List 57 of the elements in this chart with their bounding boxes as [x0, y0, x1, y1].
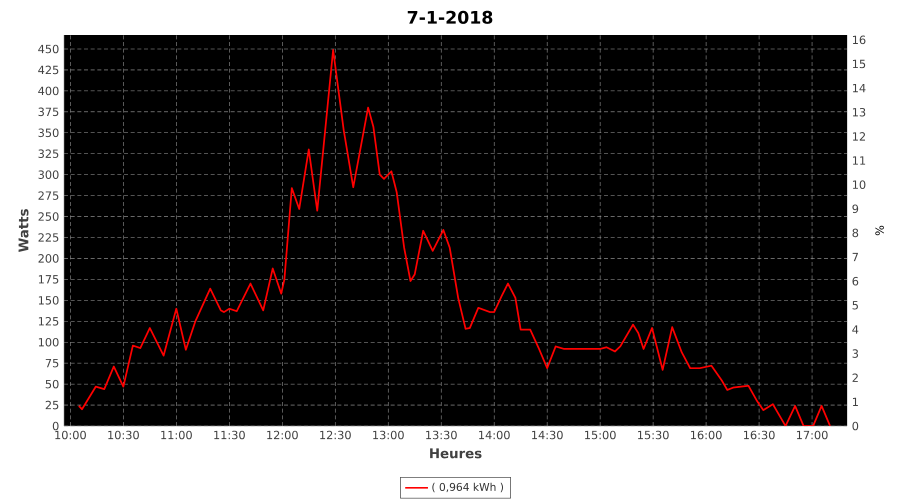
x-tick-label: 15:30	[638, 430, 669, 440]
x-tick-label: 13:30	[426, 430, 457, 440]
y-tick-label: 125	[38, 316, 58, 326]
y-tick-label: 175	[38, 275, 58, 284]
y2-tick-label: 4	[852, 325, 858, 334]
y2-tick-label: 8	[852, 228, 858, 238]
y2-tick-label: 9	[852, 204, 858, 214]
y-tick-label: 425	[38, 66, 58, 74]
x-tick-label: 10:00	[55, 430, 86, 440]
y2-tick-label: 1	[852, 398, 858, 406]
y2-tick-label: 15	[852, 60, 866, 68]
y-tick-label: 375	[38, 108, 58, 116]
y-axis-title: Watts	[18, 209, 28, 252]
y2-tick-label: 7	[852, 252, 858, 262]
y2-tick-label: 3	[852, 349, 858, 358]
y-tick-label: 200	[38, 254, 59, 263]
x-tick-label: 12:00	[267, 430, 298, 440]
y2-tick-label: 2	[852, 374, 858, 382]
y2-tick-label: 5	[852, 301, 858, 310]
chart-title: 7-1-2018	[408, 10, 492, 24]
x-tick-label: 14:30	[532, 430, 563, 440]
y2-tick-label: 16	[852, 36, 866, 44]
x-tick-label: 14:00	[479, 430, 510, 440]
y-tick-label: 300	[38, 170, 59, 179]
y-tick-label: 225	[38, 233, 58, 242]
x-tick-label: 16:30	[744, 430, 775, 440]
y-tick-label: 50	[46, 380, 59, 388]
x-tick-label: 11:30	[214, 430, 245, 440]
legend-label: ( 0,964 kWh )	[432, 482, 504, 492]
y-tick-label: 100	[38, 338, 59, 347]
y-tick-label: 75	[46, 358, 58, 368]
y2-tick-label: 13	[852, 108, 866, 117]
y2-axis-title: %	[875, 226, 884, 236]
x-tick-label: 13:00	[373, 430, 404, 440]
y2-tick-label: 6	[852, 276, 858, 286]
y-tick-label: 250	[38, 212, 59, 221]
y-tick-label: 325	[38, 149, 58, 158]
y-tick-label: 0	[52, 422, 59, 430]
y-tick-label: 400	[38, 86, 59, 96]
line-series	[78, 48, 831, 426]
y-tick-label: 450	[38, 44, 59, 54]
y-tick-label: 275	[38, 191, 58, 200]
y2-tick-label: 0	[852, 422, 858, 430]
y-tick-label: 25	[46, 400, 58, 410]
x-tick-label: 10:30	[108, 430, 139, 440]
x-axis-title: Heures	[430, 448, 482, 458]
y-tick-label: 350	[38, 128, 59, 138]
x-tick-label: 17:00	[796, 430, 828, 440]
y2-tick-label: 11	[852, 156, 866, 165]
x-tick-label: 12:30	[320, 430, 351, 440]
x-tick-label: 11:00	[161, 430, 192, 440]
y-tick-label: 150	[38, 296, 59, 305]
x-tick-label: 15:00	[585, 430, 616, 440]
y2-tick-label: 12	[852, 132, 866, 141]
y2-tick-label: 14	[852, 84, 866, 92]
y2-tick-label: 10	[852, 180, 866, 189]
x-tick-label: 16:00	[691, 430, 722, 440]
